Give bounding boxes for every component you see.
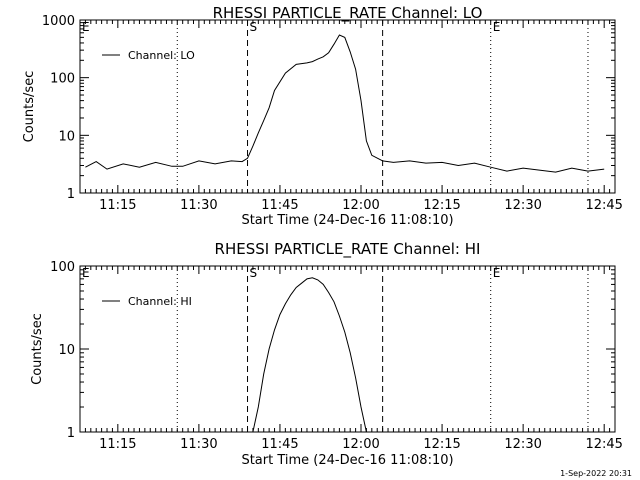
legend-label: Channel: HI (128, 295, 192, 308)
x-tick-label: 12:45 (585, 437, 622, 452)
x-tick-label: 12:00 (342, 198, 379, 213)
chart-title: RHESSI PARTICLE_RATE Channel: HI (215, 240, 481, 259)
x-tick-label: 11:30 (180, 437, 217, 452)
series-line (85, 34, 605, 173)
time-marker-label: E (82, 266, 90, 280)
x-tick-label: 11:45 (261, 198, 298, 213)
y-tick-label: 100 (50, 260, 75, 275)
series-line (252, 277, 367, 433)
x-tick-label: 11:30 (180, 198, 217, 213)
x-tick-label: 12:15 (423, 198, 460, 213)
y-tick-label: 100 (50, 72, 75, 87)
time-marker-label: S (250, 266, 258, 280)
footer-timestamp: 1-Sep-2022 20:31 (560, 469, 632, 478)
y-axis-label: Counts/sec (30, 313, 45, 385)
y-tick-label: 10 (58, 129, 75, 144)
legend-label: Channel: LO (128, 49, 195, 62)
x-tick-label: 12:15 (423, 437, 460, 452)
time-marker-label: E (493, 266, 501, 280)
x-axis-label: Start Time (24-Dec-16 11:08:10) (241, 453, 453, 468)
x-tick-label: 12:30 (504, 437, 541, 452)
x-tick-label: 12:30 (504, 198, 541, 213)
plot-frame (79, 19, 616, 194)
x-axis-label: Start Time (24-Dec-16 11:08:10) (241, 213, 453, 228)
y-tick-label: 1000 (42, 14, 75, 29)
time-marker-label: E (493, 20, 501, 34)
x-tick-label: 11:15 (99, 437, 136, 452)
time-marker-label: E (82, 20, 90, 34)
y-tick-label: 10 (58, 343, 75, 358)
chart-title: RHESSI PARTICLE_RATE Channel: LO (213, 4, 483, 23)
plot-frame (79, 265, 616, 433)
y-tick-label: 1 (67, 426, 75, 441)
x-tick-label: 12:45 (585, 198, 622, 213)
y-tick-label: 1 (67, 187, 75, 202)
time-marker-label: S (250, 20, 258, 34)
x-tick-label: 11:45 (261, 437, 298, 452)
y-axis-label: Counts/sec (22, 71, 37, 143)
x-tick-label: 11:15 (99, 198, 136, 213)
x-tick-label: 12:00 (342, 437, 379, 452)
